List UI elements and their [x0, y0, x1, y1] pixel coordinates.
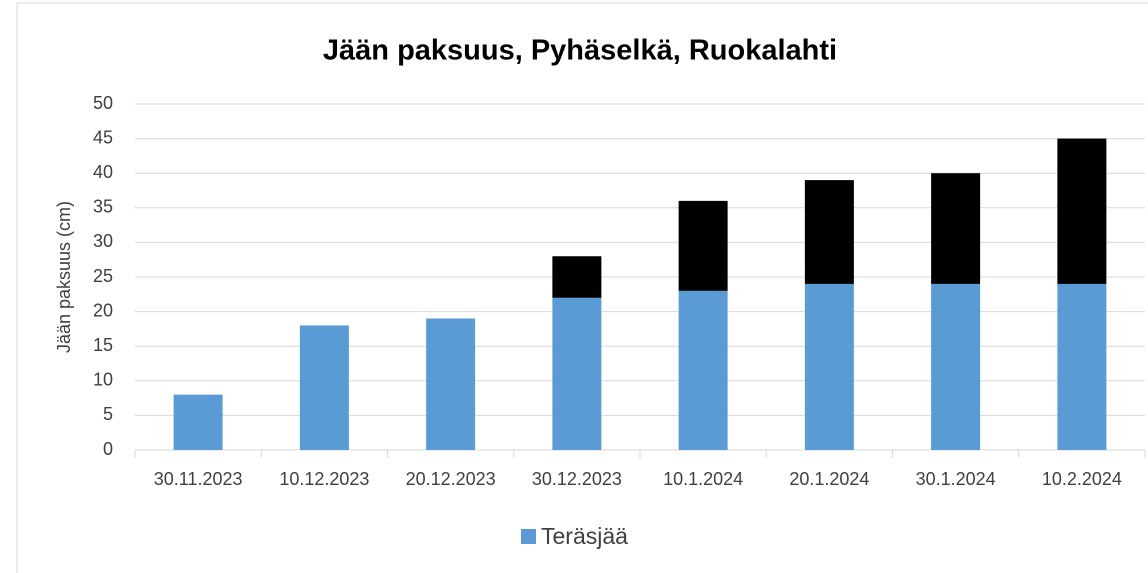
bar-segment	[931, 283, 981, 450]
x-tick-label: 10.12.2023	[279, 469, 369, 489]
y-tick-label: 45	[93, 127, 113, 147]
bar-segment	[1057, 283, 1107, 450]
bar-segment	[678, 290, 728, 450]
bar-segment	[804, 283, 854, 450]
y-tick-label: 15	[93, 335, 113, 355]
x-tick-label: 10.2.2024	[1042, 469, 1122, 489]
x-tick-label: 30.12.2023	[532, 469, 622, 489]
y-tick-label: 10	[93, 370, 113, 390]
bar-segment	[678, 200, 728, 291]
x-tick-label: 30.1.2024	[916, 469, 996, 489]
chart-border	[16, 2, 1148, 573]
y-tick-label: 25	[93, 266, 113, 286]
x-tick-label: 20.12.2023	[406, 469, 496, 489]
bar-segment	[426, 318, 476, 450]
bar-segment	[804, 180, 854, 284]
y-axis-label: Jään paksuus (cm)	[54, 201, 74, 353]
legend-label: Teräsjää	[541, 523, 628, 549]
x-tick-label: 30.11.2023	[154, 469, 243, 489]
y-tick-label: 35	[93, 197, 113, 217]
y-tick-label: 0	[103, 439, 113, 459]
bar-segment	[552, 256, 602, 298]
y-tick-label: 30	[93, 231, 113, 251]
bar-segment	[931, 173, 981, 284]
y-tick-label: 5	[103, 404, 113, 424]
y-tick-label: 50	[93, 93, 113, 113]
legend-swatch	[521, 529, 536, 544]
bar-segment	[173, 394, 223, 450]
bar-segment	[1057, 138, 1107, 284]
x-tick-label: 20.1.2024	[789, 469, 869, 489]
bar-segment	[552, 297, 602, 450]
y-tick-label: 20	[93, 300, 113, 320]
x-tick-label: 10.1.2024	[663, 469, 743, 489]
bar-segment	[299, 325, 349, 450]
chart-title: Jään paksuus, Pyhäselkä, Ruokalahti	[323, 35, 837, 67]
y-tick-label: 40	[93, 162, 113, 182]
